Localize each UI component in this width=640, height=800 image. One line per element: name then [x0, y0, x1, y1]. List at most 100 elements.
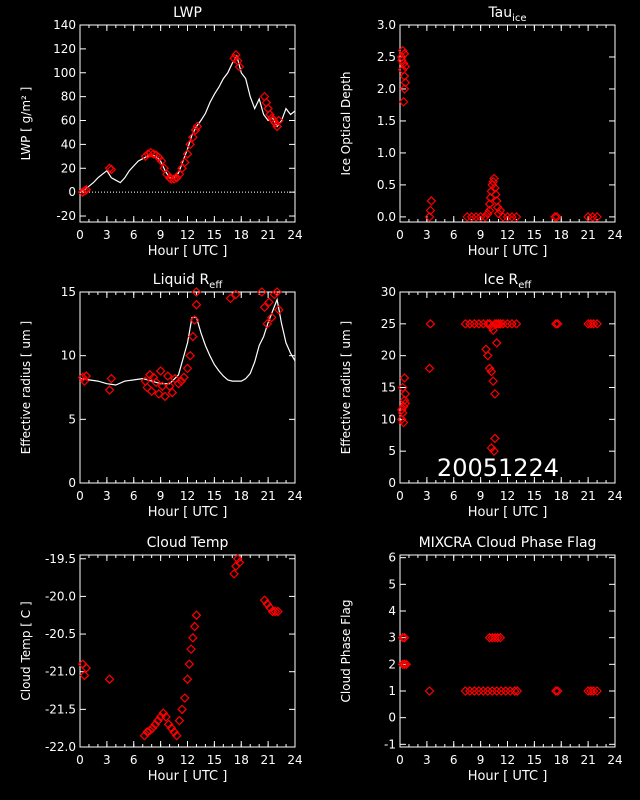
data-point-diamond	[500, 686, 511, 696]
x-tick-label: 18	[234, 489, 249, 503]
data-point-diamond	[484, 632, 495, 643]
data-point-diamond	[106, 373, 117, 384]
y-tick-label: 25	[381, 317, 396, 331]
data-point-diamond	[185, 139, 196, 150]
chart-title-main: Cloud Temp	[147, 535, 229, 551]
data-point-diamond	[502, 212, 513, 222]
data-point-diamond	[424, 686, 435, 696]
data-point-diamond	[551, 686, 561, 696]
data-point-diamond	[162, 371, 173, 381]
chart-title: Tauice	[487, 5, 526, 24]
x-tick-label: 18	[554, 753, 569, 767]
data-point-diamond	[167, 387, 178, 398]
data-point-diamond	[487, 632, 498, 643]
data-point-diamond	[512, 686, 523, 696]
x-tick-label: 18	[234, 228, 249, 242]
data-point-diamond	[399, 659, 410, 670]
data-point-diamond	[583, 212, 593, 222]
data-point-diamond	[466, 212, 477, 222]
y-tick-label: -21.5	[45, 702, 76, 716]
y-tick-label: 0	[388, 711, 396, 725]
data-point-diamond	[424, 363, 435, 374]
data-point-diamond	[272, 121, 282, 132]
data-point-diamond	[592, 686, 602, 696]
x-tick-label: 0	[76, 753, 84, 767]
y-tick-label: 20	[381, 349, 396, 363]
data-point-diamond	[401, 659, 412, 670]
x-tick-label: 3	[423, 228, 431, 242]
data-point-diamond	[77, 372, 88, 383]
y-tick-label: 2	[388, 657, 396, 671]
x-tick-label: 15	[527, 753, 542, 767]
chart-title: Ice Reff	[484, 272, 533, 291]
data-point-diamond	[262, 599, 273, 609]
chart-title: MIXCRA Cloud Phase Flag	[419, 535, 597, 551]
data-point-diamond	[171, 172, 182, 183]
chart-title-main: Liquid R	[153, 272, 210, 288]
data-point-diamond	[156, 156, 167, 166]
data-point-diamond	[509, 686, 520, 696]
y-tick-label: 5	[68, 412, 76, 426]
data-point-diamond	[491, 318, 502, 329]
data-point-diamond	[173, 378, 184, 389]
data-point-diamond	[495, 632, 506, 643]
data-point-diamond	[498, 212, 508, 222]
data-point-diamond	[486, 443, 497, 453]
data-point-diamond	[182, 363, 193, 374]
data-point-diamond	[498, 318, 508, 329]
x-tick-label: 24	[287, 489, 302, 503]
y-tick-label: 3	[388, 631, 396, 645]
x-tick-label: 21	[260, 753, 275, 767]
x-tick-label: 24	[607, 228, 622, 242]
data-point-diamond	[399, 632, 410, 643]
data-point-diamond	[192, 121, 203, 132]
x-tick-label: 12	[500, 753, 515, 767]
data-point-diamond	[155, 366, 166, 376]
data-point-diamond	[491, 338, 502, 348]
plot-frame	[399, 554, 616, 748]
data-point-diamond	[469, 318, 480, 329]
data-point-diamond	[179, 693, 190, 703]
data-point-diamond	[266, 312, 277, 323]
x-tick-label: 15	[527, 489, 542, 503]
data-point-diamond	[191, 610, 202, 621]
x-tick-label: 3	[423, 753, 431, 767]
chart-icereff: Ice Reff 0 3 6 9 12 15 18 21 24 0 5 10 15 20 25 30 Hour […	[339, 272, 623, 520]
data-point-diamond	[487, 686, 498, 696]
data-point-diamond	[495, 318, 506, 329]
x-tick-label: 3	[103, 228, 111, 242]
data-point-diamond	[397, 45, 408, 56]
x-tick-label: 6	[130, 753, 138, 767]
data-point-diamond	[153, 152, 164, 163]
data-point-diamond	[232, 553, 243, 564]
plot-frame	[79, 291, 296, 484]
data-point-diamond	[492, 632, 503, 643]
x-tick-label: 15	[207, 228, 222, 242]
data-point-diamond	[177, 704, 187, 715]
y-tick-label: -1	[384, 737, 396, 751]
x-tick-label: 24	[607, 753, 622, 767]
data-point-diamond	[460, 686, 471, 696]
data-point-diamond	[191, 287, 202, 297]
data-point-diamond	[587, 212, 598, 222]
data-point-diamond	[153, 715, 163, 726]
plot-frame	[79, 24, 296, 223]
chart-title-subscript: ice	[512, 13, 526, 24]
data-point-diamond	[179, 372, 189, 383]
data-point-diamond	[490, 389, 500, 399]
data-point-diamond	[166, 174, 177, 184]
data-point-diamond	[161, 712, 171, 722]
data-point-diamond	[473, 686, 484, 696]
data-point-diamond	[425, 318, 436, 329]
y-tick-label: 1.0	[377, 146, 396, 160]
data-point-diamond	[398, 401, 409, 412]
y-tick-label: -22.0	[45, 740, 76, 754]
data-point-diamond	[396, 404, 407, 415]
data-point-diamond	[160, 391, 170, 402]
data-point-diamond	[396, 414, 407, 425]
data-point-diamond	[139, 730, 150, 741]
series-line	[79, 297, 296, 386]
x-tick-label: 0	[396, 489, 404, 503]
